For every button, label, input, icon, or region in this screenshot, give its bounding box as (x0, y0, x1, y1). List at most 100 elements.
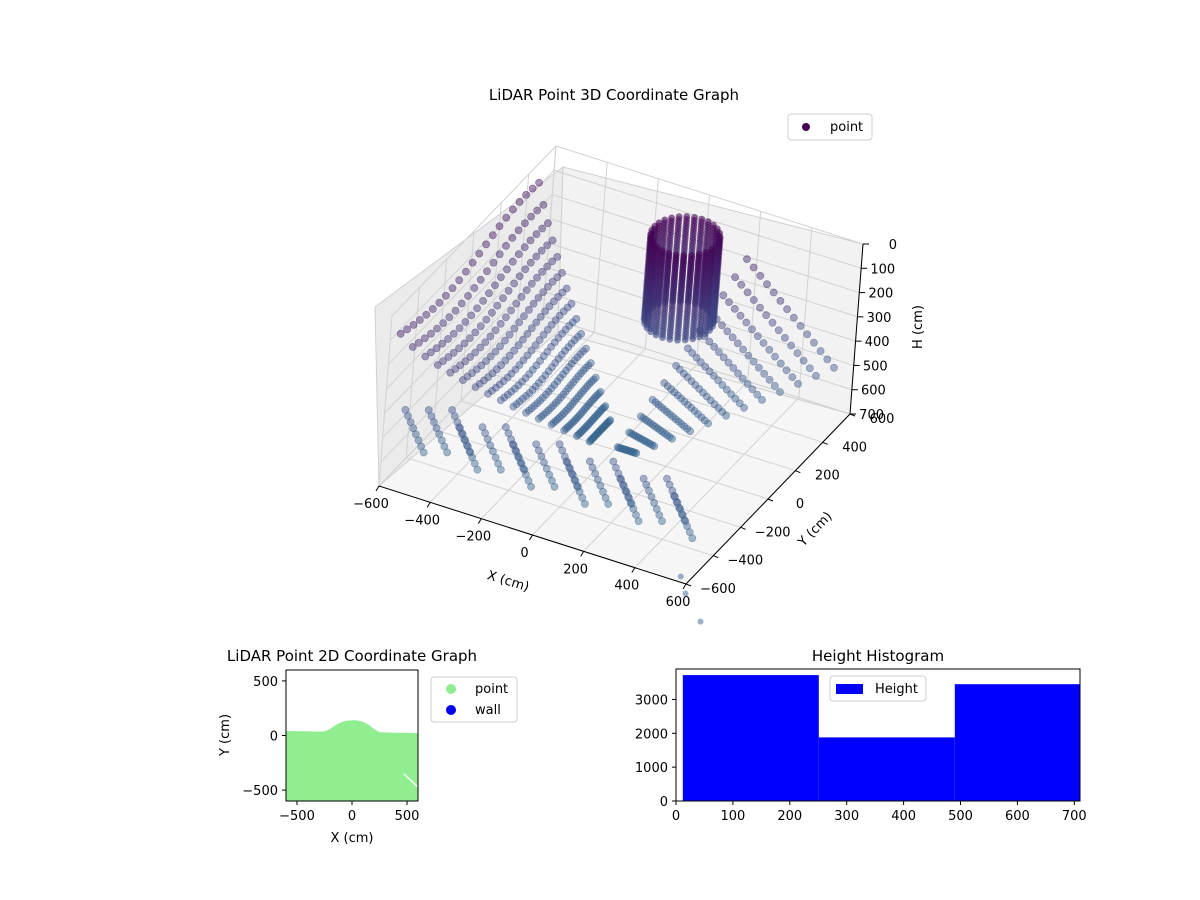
point-mark (543, 241, 552, 250)
grid-line (378, 315, 393, 487)
point-mark (507, 369, 516, 378)
grid-line (386, 218, 551, 390)
point-mark (553, 252, 562, 261)
point-mark (743, 380, 752, 388)
point-mark (521, 265, 530, 274)
legend-marker-point (802, 123, 810, 131)
histogram-bar (818, 737, 955, 801)
point-mark (517, 292, 526, 301)
point-mark (730, 304, 739, 313)
point-mark (548, 257, 557, 266)
y-tick-label-hist: 0 (660, 795, 668, 810)
point-mark (523, 329, 532, 338)
point-mark (724, 358, 733, 367)
point-mark (505, 351, 514, 360)
point-mark (666, 336, 674, 343)
point-mark (512, 299, 521, 308)
point-mark (448, 284, 457, 293)
point-mark (562, 407, 570, 415)
point-mark (715, 348, 723, 356)
point-mark (805, 364, 814, 373)
point-mark (522, 190, 530, 199)
ticks-2d: −500−500 0 0 500 500 (242, 675, 419, 824)
point-mark (555, 311, 564, 320)
x-tick-label-hist: 300 (834, 809, 859, 824)
y-axis-label: Y (cm) (795, 509, 836, 550)
point-mark (455, 423, 463, 431)
point-mark (771, 352, 779, 361)
point-mark (547, 404, 555, 412)
chart-2d: LiDAR Point 2D Coordinate Graph −500−500… (218, 647, 518, 846)
point-mark (799, 356, 808, 365)
point-mark (491, 347, 500, 356)
point-mark (783, 305, 791, 314)
chart-2d-title: LiDAR Point 2D Coordinate Graph (227, 647, 477, 665)
point-mark (433, 361, 442, 369)
grid-line (460, 400, 769, 500)
point-mark (519, 335, 527, 344)
point-mark (542, 408, 550, 417)
point-mark (536, 312, 545, 321)
point-mark (455, 324, 464, 332)
point-mark (515, 272, 524, 281)
histogram-frame (675, 668, 1081, 802)
point-mark (502, 265, 511, 274)
point-mark (583, 382, 592, 391)
point-mark (738, 374, 747, 383)
point-mark (704, 419, 712, 428)
legend-marker-wall (446, 705, 456, 715)
point-mark (562, 387, 570, 396)
y-tick-label: 0 (796, 497, 804, 512)
point-mark (728, 333, 737, 342)
z-tick-label: 100 (870, 262, 895, 277)
legend-label-point: point (830, 120, 863, 135)
point-mark (574, 392, 583, 401)
point-mark (534, 414, 543, 423)
point-mark (539, 288, 548, 296)
point-mark (502, 241, 510, 250)
point-mark (677, 573, 684, 580)
x-tick (426, 502, 431, 508)
point-mark (532, 230, 541, 239)
point-mark (734, 369, 742, 378)
point-mark (539, 393, 547, 402)
point-mark (705, 337, 714, 346)
point-mark (496, 273, 505, 282)
point-mark (505, 330, 514, 339)
point-mark (461, 318, 470, 326)
point-mark (781, 333, 789, 342)
y-tick (685, 583, 692, 587)
point-mark (765, 375, 774, 384)
point-mark (793, 349, 802, 357)
point-mark (559, 307, 568, 316)
point-mark (473, 304, 481, 313)
point-mark (464, 292, 472, 300)
point-mark (652, 331, 660, 339)
chart-2d-legend: point wall (430, 676, 518, 723)
point-mark (555, 440, 564, 449)
point-mark (794, 379, 802, 388)
point-mark (560, 426, 569, 435)
chart-3d-legend: point (787, 113, 873, 141)
point-mark (476, 322, 485, 331)
z-axis-line (849, 243, 864, 415)
y-tick (822, 441, 828, 445)
y-tick-label: −400 (727, 554, 763, 569)
point-mark (749, 296, 758, 304)
point-mark (782, 366, 791, 375)
z-tick-label: 700 (859, 408, 884, 423)
x-axis-label: X (cm) (485, 568, 531, 595)
point-mark (616, 474, 625, 483)
point-mark (495, 222, 504, 231)
point-mark (586, 436, 595, 445)
point-mark (528, 184, 537, 193)
point-mark (414, 338, 423, 347)
point-mark (586, 457, 594, 466)
point-mark (532, 440, 541, 449)
x-tick-label-hist: 700 (1062, 809, 1087, 824)
point-mark (451, 306, 460, 315)
point-mark (435, 298, 444, 307)
point-mark (776, 296, 785, 305)
point-mark (598, 404, 607, 413)
point-mark (449, 348, 458, 357)
